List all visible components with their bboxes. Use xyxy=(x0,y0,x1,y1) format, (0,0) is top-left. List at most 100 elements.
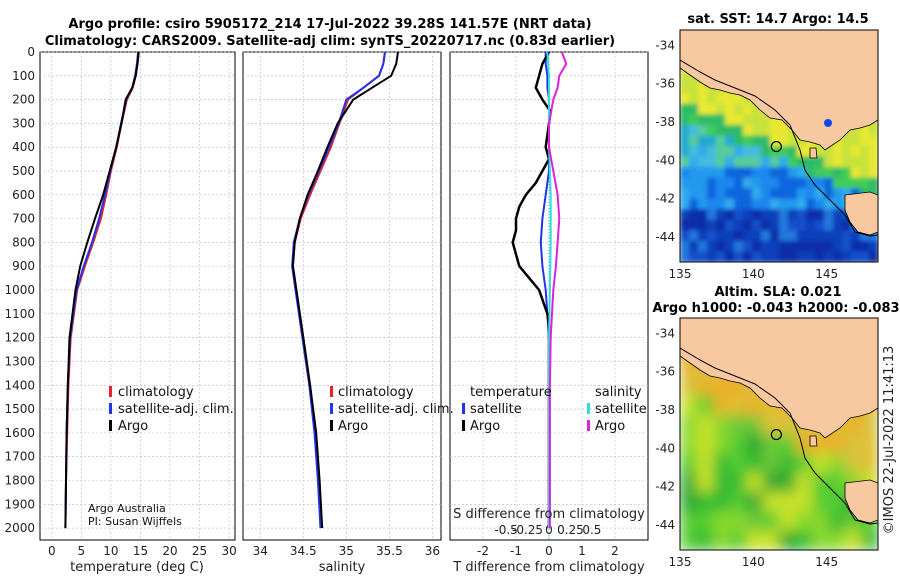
map-cell xyxy=(716,251,726,262)
map-cell xyxy=(797,135,807,147)
map-cell xyxy=(815,156,825,168)
map-cell xyxy=(680,251,690,262)
map-cell xyxy=(707,240,717,253)
map-cell xyxy=(869,124,878,137)
map-cell xyxy=(707,198,717,210)
map-cell xyxy=(761,114,771,126)
map-cell xyxy=(752,177,762,189)
land-tasmania xyxy=(844,479,878,524)
map-cell xyxy=(734,93,744,105)
map-cell xyxy=(680,167,690,179)
map-cell xyxy=(761,240,771,253)
map-cell xyxy=(815,177,825,189)
map-cell xyxy=(713,376,731,396)
map-cell xyxy=(689,188,699,200)
map-cell xyxy=(762,453,780,474)
map-cell xyxy=(680,492,698,512)
map-cell xyxy=(716,198,726,210)
map-cell xyxy=(752,240,762,253)
map-cell xyxy=(752,124,762,137)
map-cell xyxy=(734,219,744,231)
map-cell xyxy=(824,219,834,231)
map-cell xyxy=(680,395,698,416)
map-y-tick-label: -34 xyxy=(655,38,675,52)
map-cell xyxy=(680,103,690,115)
map-cell xyxy=(779,198,789,210)
map-cell xyxy=(707,146,717,158)
map-cell xyxy=(770,135,780,147)
legend-swatch-climatology xyxy=(330,386,333,397)
y-tick-label: 200 xyxy=(12,93,35,107)
map-cell xyxy=(788,156,798,168)
map-cell xyxy=(713,414,731,435)
map-cell xyxy=(725,219,735,231)
map-cell xyxy=(698,114,708,126)
map-y-tick-label: -38 xyxy=(655,403,675,417)
map-cell xyxy=(770,167,780,179)
sst-map xyxy=(680,30,878,262)
map-cell xyxy=(812,472,830,493)
map-cell xyxy=(860,167,870,179)
map-x-tick-label: 145 xyxy=(815,555,838,569)
map-cell xyxy=(698,93,708,105)
map-x-tick-label: 140 xyxy=(742,555,765,569)
sla-map xyxy=(680,318,878,550)
map-cell xyxy=(680,114,690,126)
map-cell xyxy=(770,156,780,168)
map-cell xyxy=(689,177,699,189)
map-cell xyxy=(707,177,717,189)
map-cell xyxy=(713,453,731,474)
map-cell xyxy=(725,93,735,105)
map-cell xyxy=(795,530,813,550)
map-cell xyxy=(734,188,744,200)
map-cell xyxy=(746,472,764,493)
map-cell xyxy=(698,82,708,94)
map-cell xyxy=(725,198,735,210)
map-cell xyxy=(788,198,798,210)
map-cell xyxy=(860,146,870,158)
x-tick-label: 36 xyxy=(425,544,440,558)
map-cell xyxy=(752,251,762,262)
map-cell xyxy=(734,124,744,137)
map-cell xyxy=(861,434,878,454)
t-difference-xlabel: T difference from climatology xyxy=(452,560,645,575)
map-x-tick-label: 135 xyxy=(669,555,692,569)
map-cell xyxy=(815,209,825,221)
map-cell xyxy=(779,240,789,253)
salinity-xlabel: salinity xyxy=(319,560,366,575)
map-cell xyxy=(779,251,789,262)
map-cell xyxy=(689,167,699,179)
legend-swatch-argo xyxy=(330,420,333,431)
map-cell xyxy=(779,209,789,221)
map-cell xyxy=(698,240,708,253)
map-cell xyxy=(713,530,731,550)
map-cell xyxy=(713,472,731,493)
y-tick-label: 1300 xyxy=(4,354,35,368)
map-cell xyxy=(689,114,699,126)
map-cell xyxy=(752,103,762,115)
map-cell xyxy=(698,167,708,179)
map-cell xyxy=(860,251,870,262)
map-cell xyxy=(746,530,764,550)
map-cell xyxy=(824,146,834,158)
map-cell xyxy=(743,177,753,189)
y-tick-label: 600 xyxy=(12,188,35,202)
map-cell xyxy=(680,72,690,84)
legend-difference-panel: temperature salinity satellite Argo sate… xyxy=(462,385,647,434)
map-cell xyxy=(842,219,852,231)
map-cell xyxy=(815,188,825,200)
grid-lines xyxy=(40,51,648,540)
map-cell xyxy=(797,156,807,168)
map-cell xyxy=(824,240,834,253)
map-cell xyxy=(797,230,807,242)
map-cell xyxy=(696,511,714,532)
map-cell xyxy=(770,240,780,253)
x-tick-label: 2 xyxy=(611,544,619,558)
y-tick-label: 1000 xyxy=(4,283,35,297)
map-cell xyxy=(861,530,878,550)
map-cell xyxy=(824,251,834,262)
legend-temperature-panel: climatology satellite-adj. clim. Argo xyxy=(109,385,234,434)
map-x-tick-label: 135 xyxy=(669,267,692,281)
map-cell xyxy=(815,146,825,158)
map-cell xyxy=(743,135,753,147)
